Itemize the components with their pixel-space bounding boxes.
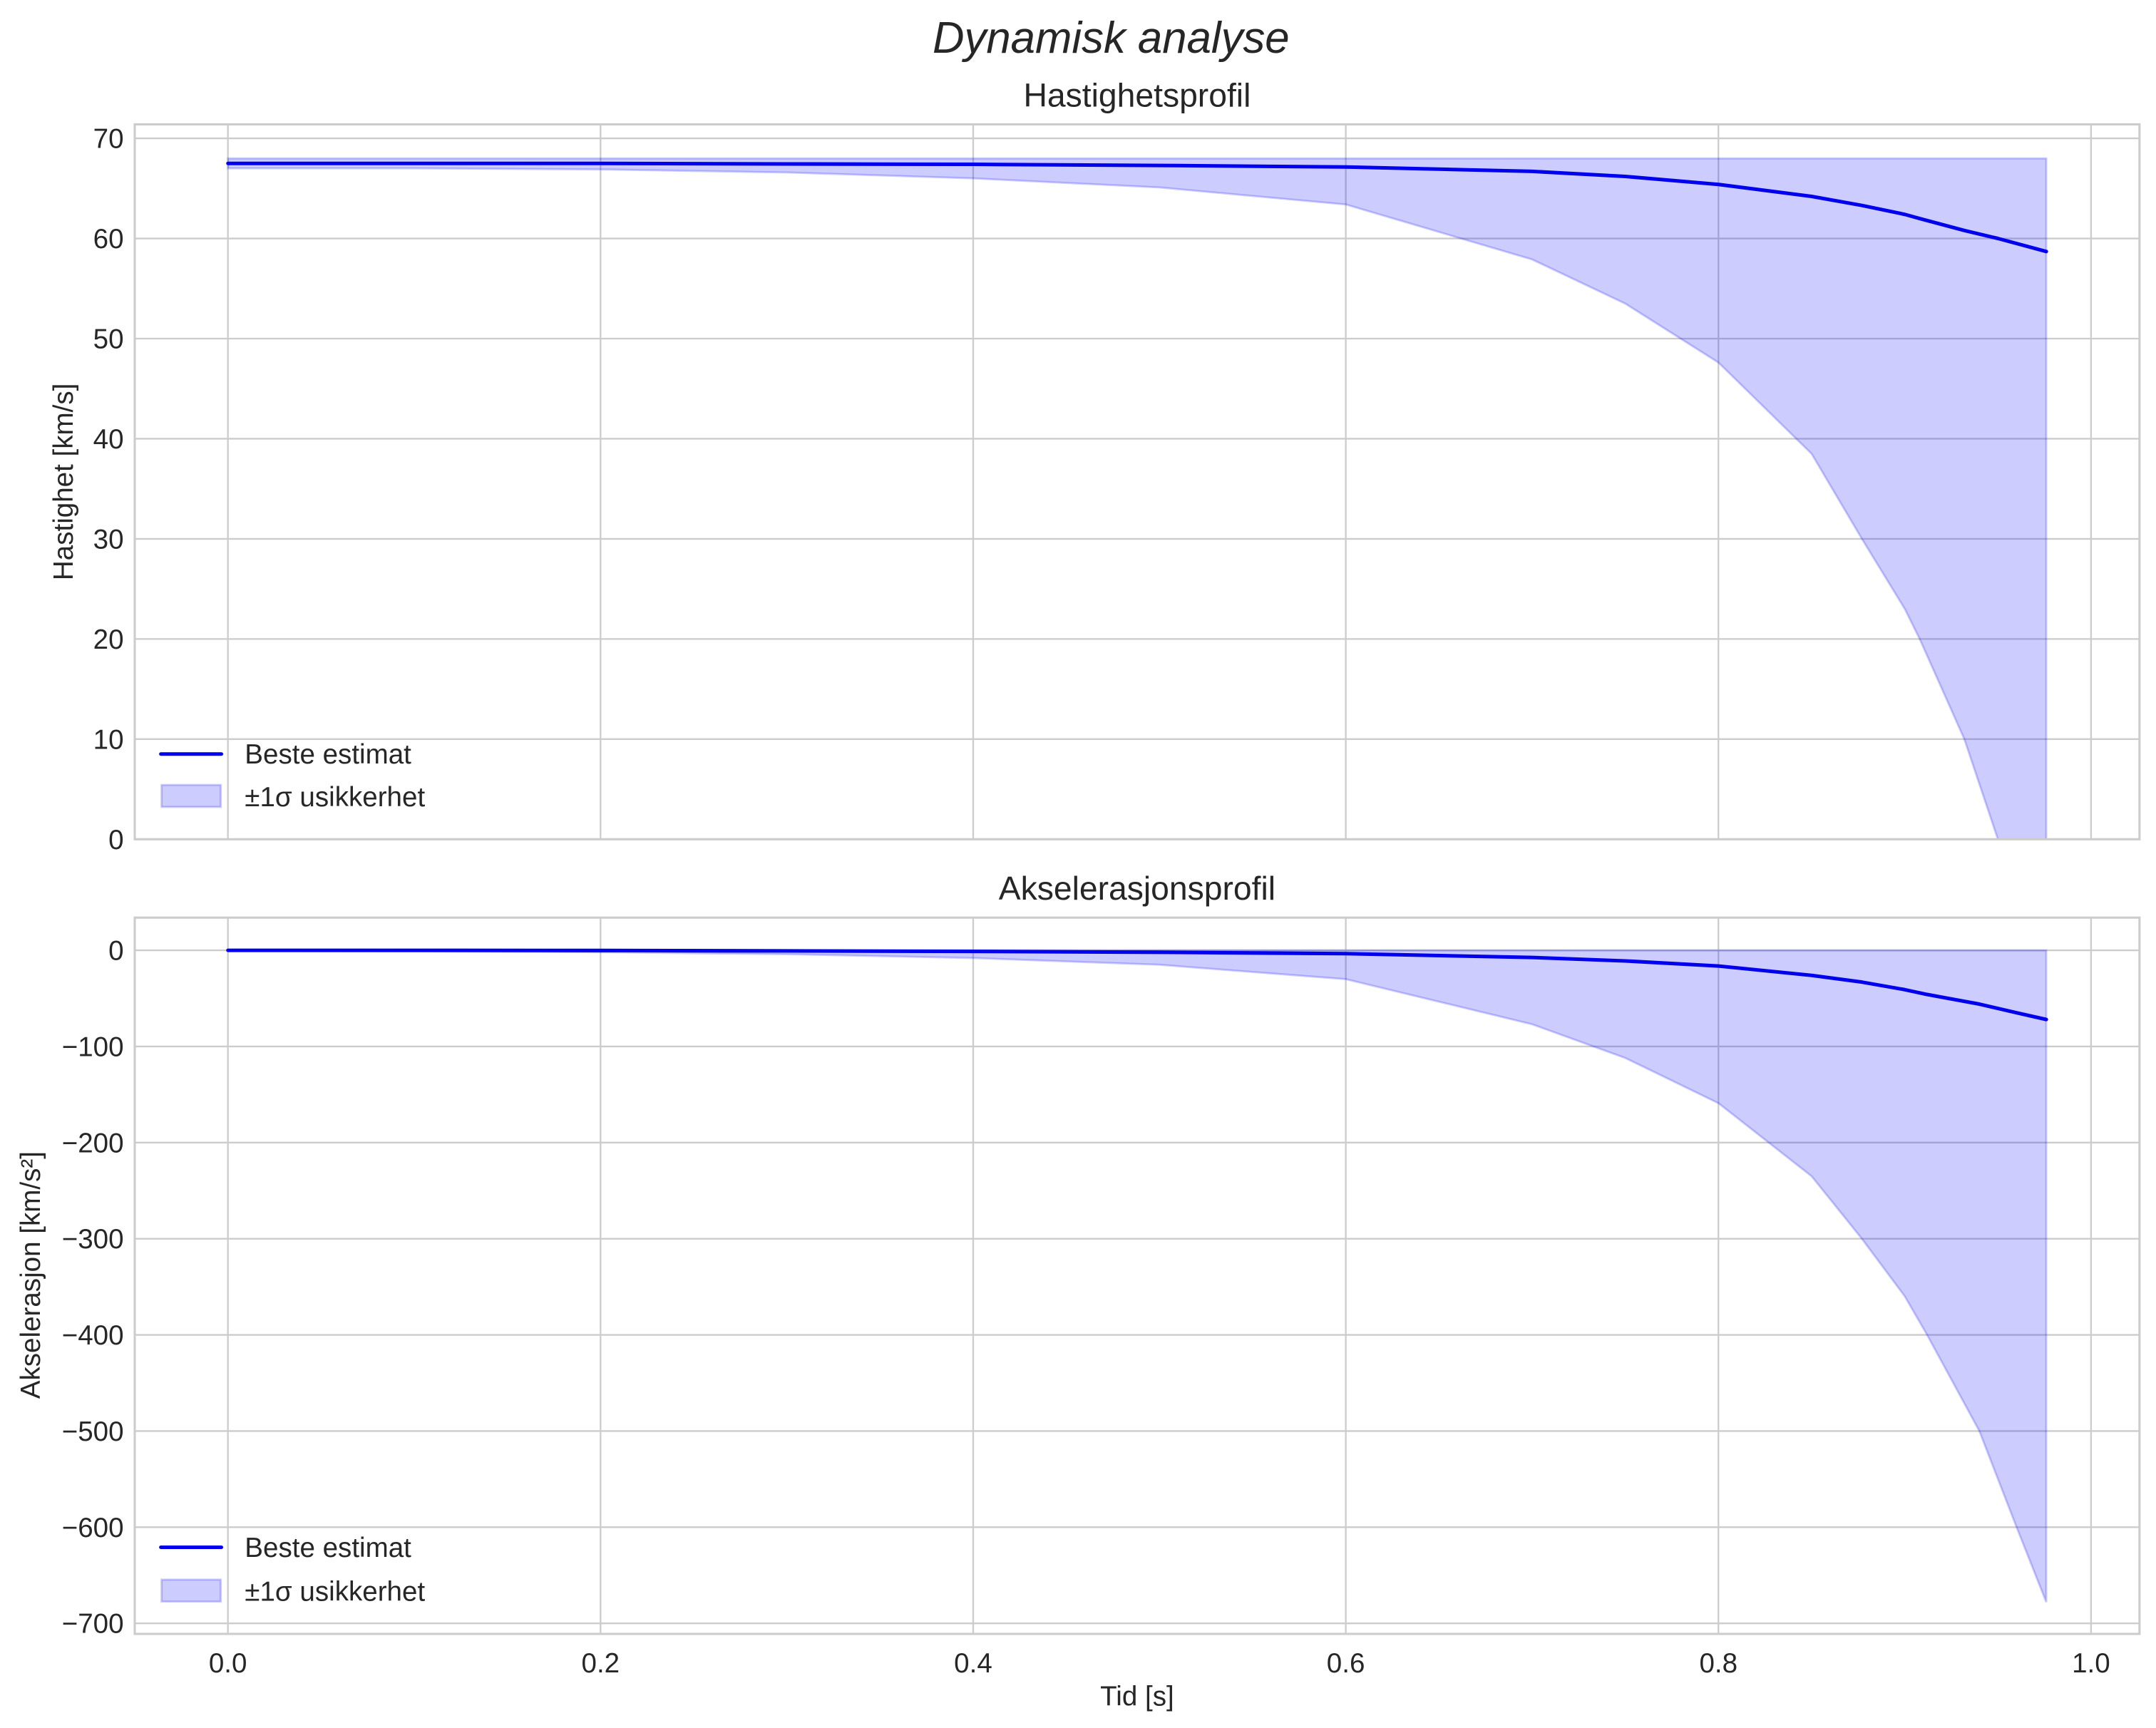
legend-band-label: ±1σ usikkerhet xyxy=(245,1577,425,1608)
x-tick-label: 0.2 xyxy=(582,1648,620,1679)
legend-line-label: Beste estimat xyxy=(245,739,411,770)
velocity-uncertainty-band xyxy=(227,157,2048,840)
legend-band-swatch xyxy=(160,783,222,808)
x-tick-label: 1.0 xyxy=(2072,1648,2110,1679)
velocity-axes: Hastighetsprofil 0 10 20 30 40 50 60 70 Hastigh… xyxy=(48,76,2141,855)
axes-frame-rect xyxy=(133,123,2141,840)
velocity-axes-frame xyxy=(133,123,2141,840)
y-tick-label: −400 xyxy=(62,1320,124,1351)
best-estimate-path xyxy=(226,161,2048,254)
best-estimate-path xyxy=(226,948,2048,1022)
time-x-ticks: 0.0 0.2 0.4 0.6 0.8 1.0 xyxy=(209,1648,2110,1679)
velocity-y-ticks: 0 10 20 30 40 50 60 70 xyxy=(93,124,124,855)
acceleration-axes-frame xyxy=(133,916,2141,1635)
velocity-y-label: Hastighet [km/s] xyxy=(48,384,79,580)
axes-frame-rect xyxy=(133,916,2141,1635)
x-tick-label: 0.6 xyxy=(1327,1648,1365,1679)
acceleration-axes: Akselerasjonsprofil 0 −100 −200 −300 −400 −50… xyxy=(16,870,2141,1712)
velocity-best-estimate-line xyxy=(226,161,2048,254)
x-tick-label: 0.4 xyxy=(954,1648,992,1679)
legend-band-swatch xyxy=(160,1578,222,1603)
y-tick-label: 60 xyxy=(93,224,124,254)
legend-line-label: Beste estimat xyxy=(245,1533,411,1563)
acceleration-best-estimate-line xyxy=(226,948,2048,1022)
uncertainty-band-area xyxy=(227,949,2048,1603)
x-tick-label: 0.0 xyxy=(209,1648,247,1679)
acceleration-plot-title: Akselerasjonsprofil xyxy=(999,870,1275,907)
y-tick-label: 70 xyxy=(93,124,124,155)
acceleration-y-ticks: 0 −100 −200 −300 −400 −500 −600 −700 xyxy=(62,936,124,1640)
y-tick-label: −200 xyxy=(62,1128,124,1158)
x-tick-label: 0.8 xyxy=(1699,1648,1737,1679)
y-tick-label: 10 xyxy=(93,724,124,755)
velocity-plot-title: Hastighetsprofil xyxy=(1023,76,1251,113)
uncertainty-band-area xyxy=(227,157,2048,840)
legend-band-label: ±1σ usikkerhet xyxy=(245,782,425,813)
y-tick-label: 50 xyxy=(93,324,124,355)
acceleration-uncertainty-band xyxy=(227,949,2048,1603)
y-tick-label: −500 xyxy=(62,1416,124,1447)
y-tick-label: 30 xyxy=(93,524,124,555)
y-tick-label: 0 xyxy=(108,825,123,855)
y-tick-label: 0 xyxy=(108,936,123,967)
time-x-label: Tid [s] xyxy=(1100,1681,1174,1712)
figure-title: Dynamisk analyse xyxy=(933,14,1290,63)
y-tick-label: −700 xyxy=(62,1609,124,1640)
y-tick-label: 20 xyxy=(93,624,124,655)
acceleration-grid xyxy=(135,917,2140,1634)
y-tick-label: 40 xyxy=(93,424,124,455)
acceleration-legend: Beste estimat ±1σ usikkerhet xyxy=(159,1533,425,1608)
acceleration-y-label: Akselerasjon [km/s²] xyxy=(16,1151,46,1399)
y-tick-label: −300 xyxy=(62,1224,124,1255)
velocity-legend: Beste estimat ±1σ usikkerhet xyxy=(159,739,425,813)
y-tick-label: −100 xyxy=(62,1032,124,1062)
y-tick-label: −600 xyxy=(62,1513,124,1543)
